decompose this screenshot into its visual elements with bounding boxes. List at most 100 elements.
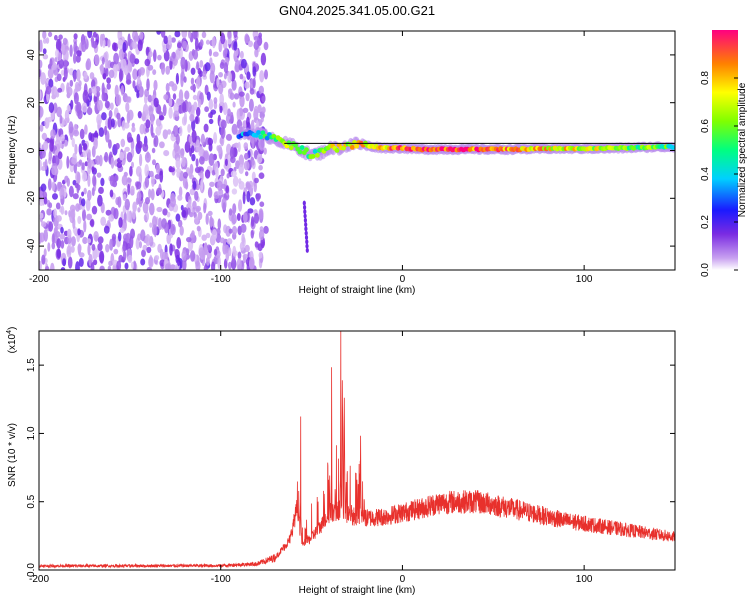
noise-blob bbox=[231, 188, 238, 195]
noise-blob bbox=[225, 185, 229, 194]
noise-blob bbox=[239, 73, 244, 80]
noise-blob bbox=[144, 176, 150, 188]
noise-blob bbox=[218, 82, 224, 95]
noise-blob bbox=[88, 132, 93, 141]
noise-blob bbox=[117, 196, 122, 208]
noise-blob bbox=[122, 41, 127, 53]
noise-blob bbox=[260, 116, 264, 123]
noise-blob bbox=[91, 187, 95, 197]
x-tick-label: 100 bbox=[576, 274, 593, 285]
noise-blob bbox=[104, 151, 109, 163]
noise-blob bbox=[213, 248, 218, 256]
noise-blob bbox=[106, 83, 111, 90]
x-tick-label: -200 bbox=[29, 574, 49, 585]
noise-blob bbox=[223, 73, 227, 80]
noise-blob bbox=[152, 159, 156, 166]
noise-blob bbox=[236, 213, 241, 221]
noise-blob bbox=[303, 209, 307, 215]
noise-blob bbox=[232, 203, 237, 215]
noise-blob bbox=[188, 31, 192, 39]
noise-blob bbox=[99, 265, 105, 270]
noise-blob bbox=[57, 52, 62, 61]
noise-blob bbox=[57, 151, 63, 160]
y-tick-label: -40 bbox=[26, 238, 37, 253]
x-tick-label: 0 bbox=[400, 574, 406, 585]
noise-blob bbox=[114, 174, 119, 182]
noise-blob bbox=[177, 42, 182, 49]
noise-blob bbox=[181, 209, 187, 218]
noise-blob bbox=[131, 122, 135, 128]
noise-blob bbox=[73, 129, 79, 137]
noise-blob bbox=[189, 114, 195, 122]
noise-blob bbox=[78, 257, 84, 267]
signal-cell bbox=[288, 145, 294, 151]
noise-blob bbox=[180, 56, 186, 70]
noise-blob bbox=[56, 248, 61, 259]
noise-blob bbox=[247, 208, 254, 214]
noise-blob bbox=[153, 97, 159, 108]
noise-blob bbox=[183, 112, 187, 125]
noise-blob bbox=[163, 50, 170, 62]
noise-blob bbox=[39, 159, 42, 171]
noise-blob bbox=[87, 243, 91, 256]
noise-blob bbox=[131, 161, 134, 169]
noise-blob bbox=[107, 39, 111, 48]
noise-blob bbox=[55, 202, 61, 210]
noise-blob bbox=[209, 70, 215, 84]
noise-blob bbox=[113, 248, 119, 255]
noise-blob bbox=[58, 34, 63, 40]
noise-blob bbox=[82, 236, 88, 245]
noise-blob bbox=[39, 89, 42, 101]
noise-blob bbox=[204, 62, 211, 72]
noise-blob bbox=[84, 124, 88, 135]
noise-blob bbox=[190, 67, 196, 76]
noise-blob bbox=[96, 91, 100, 98]
noise-blob bbox=[77, 184, 81, 191]
noise-blob bbox=[227, 71, 232, 84]
noise-blob bbox=[162, 44, 167, 54]
noise-blob bbox=[242, 212, 248, 223]
noise-blob bbox=[157, 54, 162, 61]
noise-blob bbox=[196, 76, 201, 89]
noise-blob bbox=[173, 110, 180, 117]
noise-blob bbox=[81, 39, 87, 53]
y-tick-label: 0.5 bbox=[26, 494, 37, 508]
noise-blob bbox=[60, 205, 65, 215]
noise-blob bbox=[99, 33, 103, 47]
noise-blob bbox=[192, 49, 199, 60]
noise-blob bbox=[140, 258, 146, 266]
noise-blob bbox=[105, 243, 110, 253]
noise-blob bbox=[39, 212, 44, 219]
noise-blob bbox=[98, 186, 104, 194]
noise-blob bbox=[258, 139, 265, 151]
noise-blob bbox=[113, 52, 119, 65]
noise-blob bbox=[56, 238, 62, 249]
noise-blob bbox=[152, 215, 157, 228]
spectrogram-xlabel: Height of straight line (km) bbox=[299, 285, 416, 296]
noise-blob bbox=[199, 70, 204, 77]
noise-blob bbox=[45, 37, 50, 44]
noise-blob bbox=[233, 93, 240, 100]
noise-blob bbox=[79, 128, 85, 140]
noise-blob bbox=[234, 59, 241, 73]
noise-blob bbox=[166, 211, 171, 218]
noise-blob bbox=[144, 164, 149, 177]
noise-blob bbox=[78, 143, 83, 155]
noise-blob bbox=[239, 241, 245, 251]
noise-blob bbox=[77, 215, 82, 225]
noise-blob bbox=[142, 111, 146, 117]
signal-cell bbox=[264, 135, 270, 141]
colorbar-tick-label: 0.6 bbox=[700, 119, 711, 133]
noise-blob bbox=[91, 86, 97, 94]
noise-blob bbox=[155, 125, 162, 136]
noise-blob bbox=[258, 229, 265, 241]
noise-blob bbox=[254, 241, 259, 248]
noise-blob bbox=[250, 216, 255, 227]
noise-blob bbox=[97, 99, 103, 112]
noise-blob bbox=[191, 230, 195, 238]
noise-blob bbox=[252, 66, 257, 77]
noise-blob bbox=[54, 56, 58, 63]
noise-blob bbox=[85, 198, 91, 212]
noise-blob bbox=[73, 52, 77, 64]
